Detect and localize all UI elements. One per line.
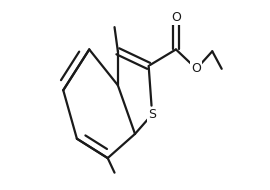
- Text: S: S: [148, 108, 156, 121]
- Text: O: O: [191, 62, 201, 75]
- Text: O: O: [171, 11, 181, 24]
